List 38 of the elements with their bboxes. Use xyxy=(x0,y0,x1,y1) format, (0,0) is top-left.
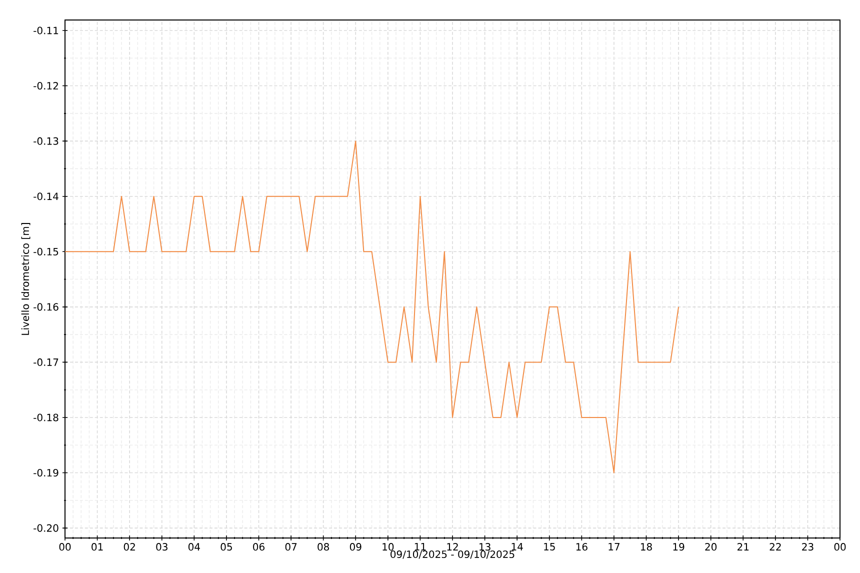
y-tick-label: -0.14 xyxy=(34,192,58,200)
y-tick-label: -0.15 xyxy=(34,248,58,256)
y-tick-label: -0.18 xyxy=(34,414,58,422)
x-tick-label: 06 xyxy=(253,543,264,551)
y-tick-label: -0.17 xyxy=(34,358,58,366)
x-tick-label: 00 xyxy=(834,543,846,551)
x-tick-label: 18 xyxy=(640,543,652,551)
x-tick-label: 16 xyxy=(576,543,588,551)
x-tick-label: 00 xyxy=(59,543,71,551)
x-tick-label: 23 xyxy=(802,543,814,551)
y-tick-label: -0.12 xyxy=(34,82,58,90)
x-tick-label: 19 xyxy=(673,543,684,551)
x-tick-label: 04 xyxy=(188,543,200,551)
y-tick-label: -0.16 xyxy=(34,303,58,311)
x-tick-label: 03 xyxy=(156,543,168,551)
y-axis-title: Livello Idrometrico [m] xyxy=(21,223,30,335)
x-tick-label: 01 xyxy=(92,543,103,551)
x-tick-label: 11 xyxy=(414,543,426,550)
x-tick-label: 05 xyxy=(220,543,232,551)
x-tick-label: 10 xyxy=(382,543,394,551)
line-series xyxy=(65,140,680,474)
x-tick-label: 21 xyxy=(738,543,749,550)
x-tick-label: 22 xyxy=(770,543,781,550)
x-tick-label: 12 xyxy=(447,543,458,550)
y-tick-label: -0.19 xyxy=(34,468,58,477)
x-tick-label: 08 xyxy=(318,543,330,551)
x-tick-label: 14 xyxy=(512,543,523,550)
x-tick-label: 07 xyxy=(285,543,297,551)
y-tick-label: -0.13 xyxy=(34,137,58,145)
x-tick-label: 02 xyxy=(124,543,135,551)
x-tick-label: 20 xyxy=(705,543,717,551)
x-tick-label: 17 xyxy=(608,543,620,550)
y-tick-label: -0.20 xyxy=(34,524,58,532)
x-axis-title: 09/10/2025 - 09/10/2025 xyxy=(390,550,514,559)
x-tick-label: 09 xyxy=(350,543,362,551)
y-tick-label: -0.11 xyxy=(34,26,58,34)
x-tick-label: 15 xyxy=(544,543,555,550)
x-tick-label: 13 xyxy=(480,543,490,551)
